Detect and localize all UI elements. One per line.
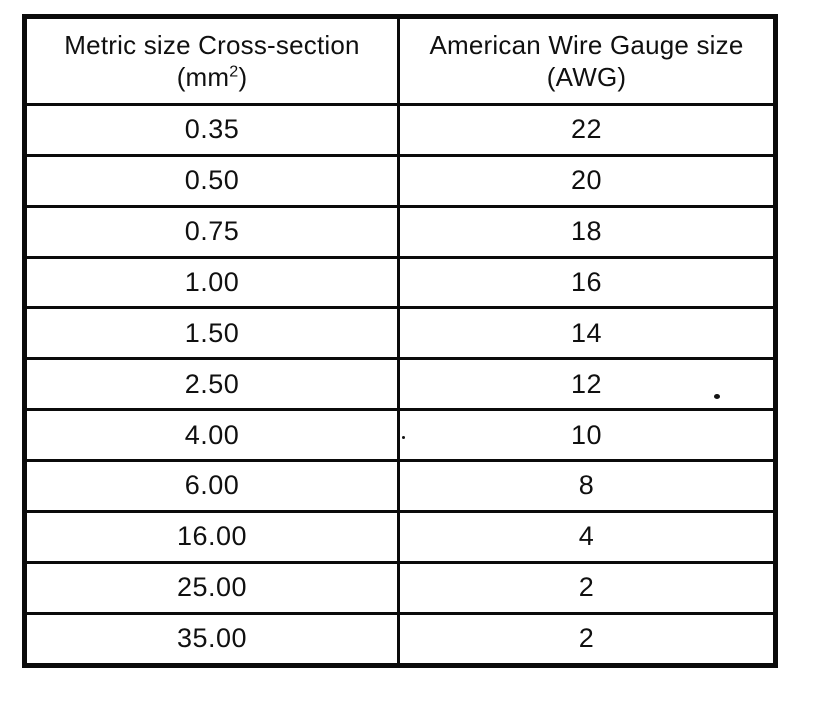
- awg-cell: 10: [397, 408, 777, 463]
- table-row: 1.50 14: [23, 306, 777, 361]
- wire-gauge-conversion-table: Metric size Cross-section (mm2) American…: [22, 14, 778, 668]
- superscript-2: 2: [229, 62, 239, 81]
- awg-column-header: American Wire Gauge size (AWG): [397, 15, 777, 106]
- metric-cell: 4.00: [23, 408, 400, 463]
- table-row: 16.00 4: [23, 509, 777, 564]
- metric-cell: 16.00: [23, 509, 400, 564]
- metric-cell: 1.00: [23, 255, 400, 310]
- table-row: 1.00 16: [23, 255, 777, 310]
- awg-cell: 14: [397, 306, 777, 361]
- header-row: Metric size Cross-section (mm2) American…: [23, 15, 777, 106]
- scan-speck: [402, 436, 405, 439]
- awg-cell: 20: [397, 153, 777, 208]
- table-row: 35.00 2: [23, 611, 777, 668]
- table-row: 0.75 18: [23, 204, 777, 259]
- metric-header-unit: (mm2): [176, 62, 248, 92]
- awg-header-unit: (AWG): [546, 62, 627, 92]
- metric-cell: 1.50: [23, 306, 400, 361]
- metric-column-header: Metric size Cross-section (mm2): [23, 15, 400, 106]
- metric-cell: 6.00: [23, 459, 400, 513]
- metric-header-line1: Metric size Cross-section: [64, 29, 360, 60]
- awg-header-line1: American Wire Gauge size: [429, 29, 744, 60]
- awg-cell: 4: [397, 509, 777, 564]
- scan-speck: [714, 394, 720, 399]
- awg-cell: 12: [397, 357, 777, 412]
- table-row: 0.50 20: [23, 153, 777, 208]
- metric-cell: 0.35: [23, 103, 400, 157]
- awg-cell: 18: [397, 204, 777, 259]
- metric-cell: 25.00: [23, 560, 400, 615]
- awg-cell: 8: [397, 459, 777, 513]
- awg-cell: 22: [397, 103, 777, 157]
- table-row: 25.00 2: [23, 560, 777, 615]
- table-row: 0.35 22: [23, 103, 777, 157]
- metric-cell: 2.50: [23, 357, 400, 412]
- metric-cell: 0.75: [23, 204, 400, 259]
- table-row: 6.00 8: [23, 459, 777, 513]
- awg-cell: 16: [397, 255, 777, 310]
- metric-cell: 0.50: [23, 153, 400, 208]
- table-row: 2.50 12: [23, 357, 777, 412]
- metric-cell: 35.00: [23, 611, 400, 668]
- awg-cell: 2: [397, 560, 777, 615]
- awg-cell: 2: [397, 611, 777, 668]
- table-row: 4.00 10: [23, 408, 777, 463]
